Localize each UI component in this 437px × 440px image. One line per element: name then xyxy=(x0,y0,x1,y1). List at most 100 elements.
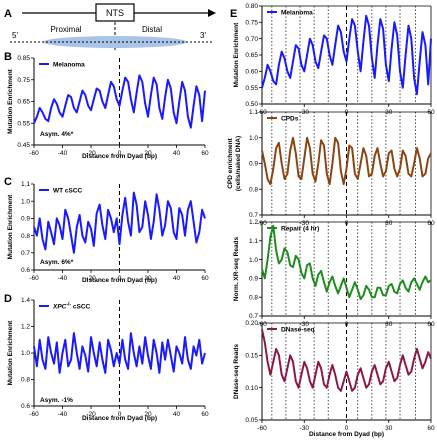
series-line-melanoma xyxy=(33,74,206,129)
asymmetry-note: Asym. -1% xyxy=(40,397,73,404)
y-tick-label: 1.0 xyxy=(249,257,258,264)
y-axis-label: CPD enrichment xyxy=(227,137,234,188)
x-tick-label: 60 xyxy=(201,411,209,418)
chart-e1: 0.500.550.600.650.700.750.80-60-3003060M… xyxy=(233,3,435,116)
series-line-dnase-seq xyxy=(261,329,432,392)
y-tick-label: 0.55 xyxy=(245,85,258,92)
x-tick-label: -30 xyxy=(300,220,310,227)
x-tick-label: -40 xyxy=(58,275,68,282)
y-axis-label: Mutation Enrichment xyxy=(7,194,14,259)
x-axis-label: Distance from Dyad (bp) xyxy=(82,277,157,284)
y-tick-label: 0.7 xyxy=(249,313,258,320)
x-tick-label: 60 xyxy=(201,150,209,157)
nts-label: NTS xyxy=(106,8,124,18)
x-tick-label: -60 xyxy=(257,425,267,432)
legend-label: Repair (4 hr) xyxy=(281,225,319,232)
asymmetry-note: Asym. 4%* xyxy=(40,131,74,138)
chart-e3: 0.70.80.91.01.11.2-60-3003060Repair (4 h… xyxy=(233,219,435,328)
y-axis-label: (cells/naked DNA) xyxy=(235,136,242,191)
x-tick-label: 0 xyxy=(118,150,122,157)
x-tick-label: 30 xyxy=(385,109,393,116)
x-tick-label: -60 xyxy=(29,275,39,282)
y-tick-label: 0.9 xyxy=(249,276,258,283)
y-tick-label: 0.80 xyxy=(245,3,258,10)
y-tick-label: 0.7 xyxy=(249,212,258,219)
y-tick-label: 0.60 xyxy=(245,69,258,76)
series-line-xpc-cscc xyxy=(33,332,206,374)
series-line-wt-cscc xyxy=(33,191,206,254)
y-axis-label: DNase-seq Reads xyxy=(233,344,240,399)
nucleosome-diagram: A NTS Proximal Distal 5' 3' xyxy=(4,3,216,52)
x-tick-label: -30 xyxy=(300,109,310,116)
y-tick-label: 0.20 xyxy=(245,320,258,327)
y-axis-label: Mutation Enrichment xyxy=(233,22,240,87)
x-tick-label: 60 xyxy=(201,275,209,282)
proximal-label: Proximal xyxy=(50,25,81,34)
legend-label: WT cSCC xyxy=(53,187,83,194)
y-tick-label: 0.55 xyxy=(17,120,30,127)
y-tick-label: 0.9 xyxy=(249,161,258,168)
nts-box xyxy=(95,3,135,22)
y-tick-label: 0.6 xyxy=(21,267,30,274)
x-tick-label: 30 xyxy=(385,425,393,432)
series-line-cpds xyxy=(261,136,432,186)
y-tick-label: 1.1 xyxy=(249,109,258,116)
chart-e2: 0.70.80.91.01.1-60-3003060CPDsCPD enrich… xyxy=(227,109,435,227)
y-tick-label: 0.8 xyxy=(21,377,30,384)
panel-label-b: B xyxy=(4,51,12,63)
y-tick-label: 1.0 xyxy=(249,135,258,142)
y-axis-label: Mutation Enrichment xyxy=(7,320,14,385)
y-tick-label: 0.85 xyxy=(17,55,30,62)
y-tick-label: 0.75 xyxy=(17,77,30,84)
x-tick-label: 40 xyxy=(173,411,181,418)
panel-label-c: C xyxy=(4,176,12,188)
panel-label-d: D xyxy=(4,293,12,305)
x-tick-label: 30 xyxy=(385,220,393,227)
five-prime-label: 5' xyxy=(12,31,18,40)
x-tick-label: -20 xyxy=(86,411,96,418)
y-tick-label: 0.8 xyxy=(21,233,30,240)
y-tick-label: 0.50 xyxy=(245,101,258,108)
panel-label-e: E xyxy=(230,8,237,20)
y-tick-label: 0.6 xyxy=(21,403,30,410)
chart-e4: 0.05 0.10 0.15 0.20 -60 -30 0 30 60 DNase-seq DNas… xyxy=(233,320,435,438)
chart-b: 0.45 0.55 0.65 0.75 0.85 -60 -40 -20 0 20 40 60 Mela… xyxy=(7,55,209,160)
x-tick-label: 20 xyxy=(144,150,152,157)
y-tick-label: 0.75 xyxy=(245,20,258,27)
x-tick-label: -30 xyxy=(300,425,310,432)
x-tick-label: -20 xyxy=(86,275,96,282)
y-tick-label: 1.1 xyxy=(249,238,258,245)
x-tick-label: 0 xyxy=(118,411,122,418)
three-prime-label: 3' xyxy=(200,31,206,40)
x-tick-label: -60 xyxy=(29,150,39,157)
x-tick-label: -60 xyxy=(29,411,39,418)
legend-label: DNase-seq xyxy=(281,326,315,333)
legend-label: CPDs xyxy=(281,115,299,122)
x-tick-label: -40 xyxy=(58,411,68,418)
x-tick-label: 0 xyxy=(345,425,349,432)
y-axis-label: Norm. XR-seq Reads xyxy=(233,236,240,301)
charts-layer: 0.45 0.55 0.65 0.75 0.85 -60 -40 -20 0 20 40 60 Mela… xyxy=(7,3,435,438)
y-tick-label: 1.1 xyxy=(21,181,30,188)
y-tick-label: 0.45 xyxy=(17,142,30,149)
y-tick-label: 0.8 xyxy=(249,186,258,193)
x-tick-label: 20 xyxy=(144,275,152,282)
legend-label: Melanoma xyxy=(53,61,85,68)
y-axis-label: Mutation Enrichment xyxy=(7,68,14,133)
x-tick-label: -40 xyxy=(58,150,68,157)
panel-label-a: A xyxy=(4,8,12,20)
x-tick-label: 40 xyxy=(173,150,181,157)
y-tick-label: 1.0 xyxy=(21,198,30,205)
series-line-melanoma xyxy=(261,14,432,96)
y-tick-label: 0.05 xyxy=(245,417,258,424)
chart-c: 0.6 0.7 0.8 0.9 1.0 1.1 -60 -40 -20 0 20 40 60 WT cSC… xyxy=(7,181,209,284)
y-tick-label: 0.65 xyxy=(245,52,258,59)
y-tick-label: 1.0 xyxy=(21,350,30,357)
chart-d: 0.6 0.8 1.0 1.2 1.4 -60 -40 -20 0 20 40 60 XPC-/- cS… xyxy=(7,297,209,422)
x-tick-label: 40 xyxy=(173,275,181,282)
x-tick-label: 20 xyxy=(144,411,152,418)
y-tick-label: 0.65 xyxy=(17,99,30,106)
strand-arrowhead-icon xyxy=(208,9,216,17)
y-tick-label: 0.9 xyxy=(21,216,30,223)
x-tick-label: -30 xyxy=(300,321,310,328)
